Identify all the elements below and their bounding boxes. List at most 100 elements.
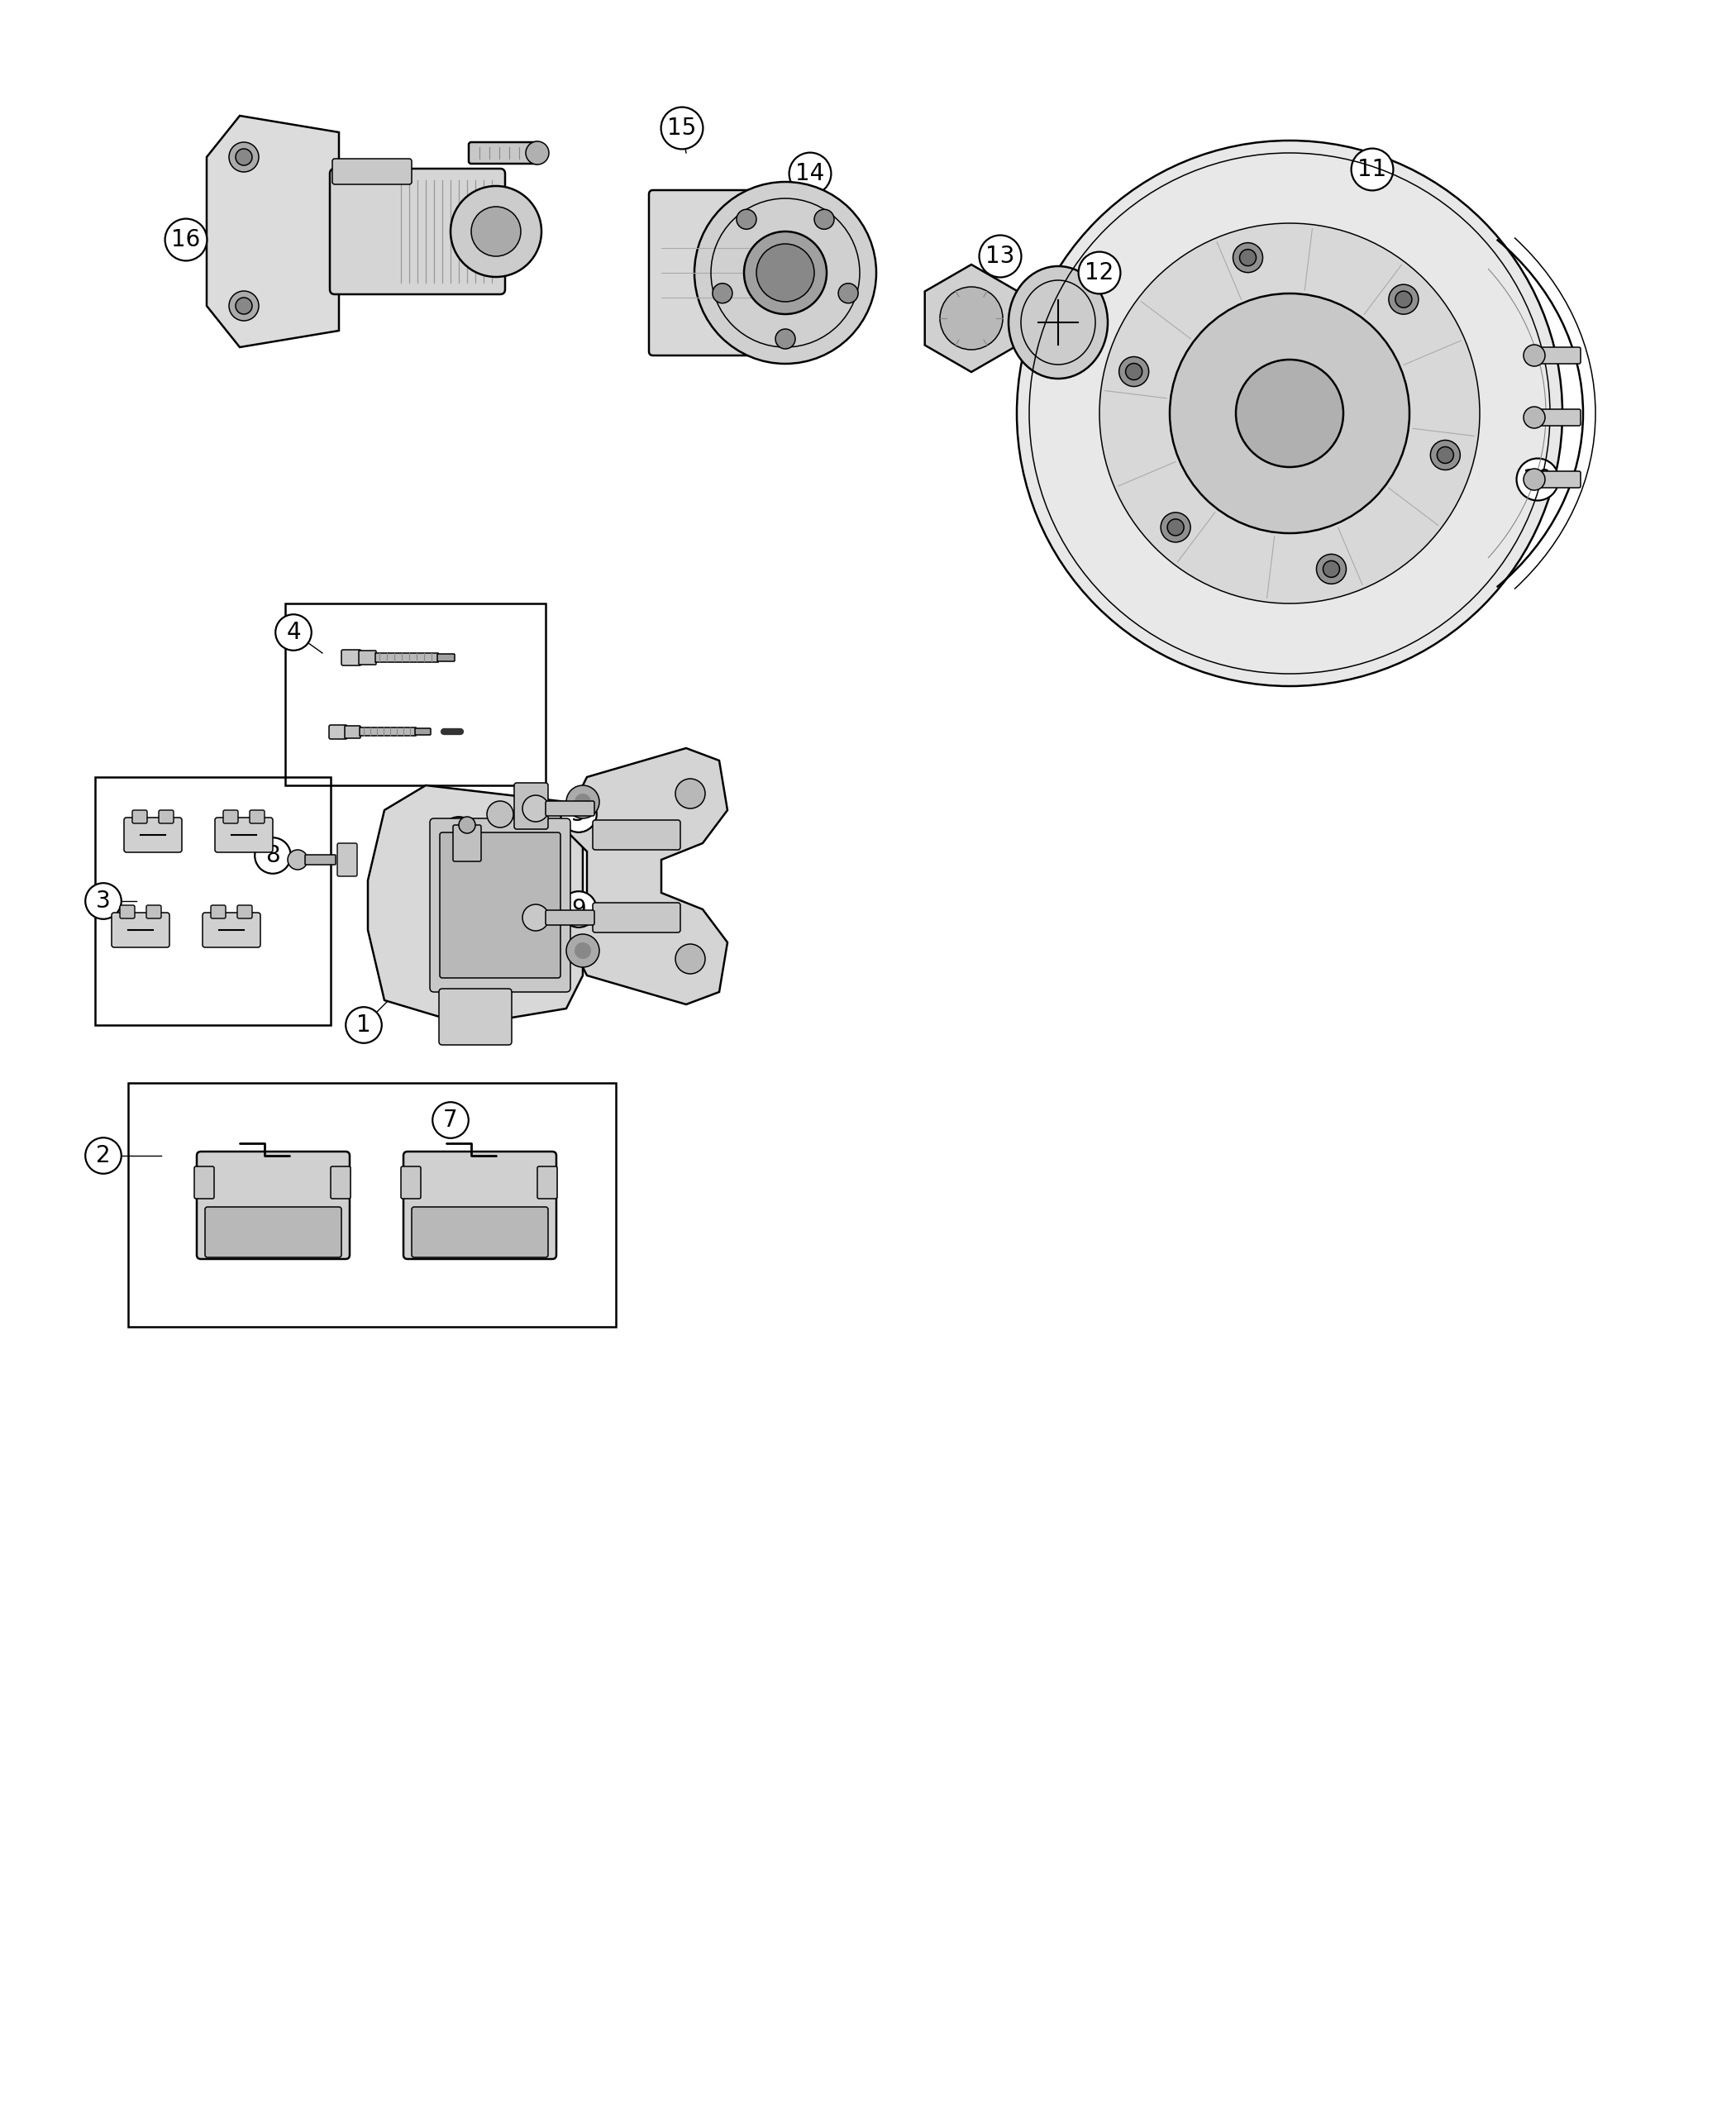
Text: 9: 9 [571,898,587,921]
Circle shape [1017,141,1562,685]
Circle shape [470,207,521,257]
Text: 4: 4 [286,622,300,643]
Text: 12: 12 [1085,261,1115,285]
FancyBboxPatch shape [238,904,252,919]
Circle shape [1170,293,1410,533]
Text: 7: 7 [443,1109,458,1132]
Circle shape [575,793,590,809]
Polygon shape [207,116,339,348]
Circle shape [814,209,833,230]
Circle shape [1437,447,1453,464]
FancyBboxPatch shape [215,818,273,852]
FancyBboxPatch shape [439,989,512,1046]
FancyBboxPatch shape [401,1166,420,1199]
Circle shape [575,942,590,959]
Circle shape [838,282,858,304]
FancyBboxPatch shape [453,824,481,862]
Circle shape [1323,561,1340,578]
FancyBboxPatch shape [592,820,681,850]
FancyBboxPatch shape [359,651,377,664]
FancyBboxPatch shape [337,843,358,877]
Circle shape [1524,407,1545,428]
FancyBboxPatch shape [469,141,540,164]
Circle shape [1099,223,1479,603]
FancyBboxPatch shape [403,1151,556,1258]
FancyBboxPatch shape [1536,472,1580,487]
Circle shape [736,209,757,230]
Circle shape [1430,441,1460,470]
Text: 10: 10 [1522,468,1552,491]
Text: 6: 6 [451,824,465,847]
Text: 1: 1 [356,1014,372,1037]
Circle shape [288,850,307,871]
Circle shape [675,778,705,809]
FancyBboxPatch shape [649,190,790,356]
FancyBboxPatch shape [120,904,135,919]
Circle shape [236,297,252,314]
Ellipse shape [1009,266,1108,379]
Polygon shape [368,786,583,1024]
FancyBboxPatch shape [203,913,260,946]
FancyBboxPatch shape [330,169,505,295]
Circle shape [939,287,1003,350]
Text: 15: 15 [667,116,696,139]
Circle shape [451,186,542,276]
Circle shape [1161,512,1191,542]
Circle shape [229,291,259,320]
Text: 8: 8 [266,843,279,866]
FancyBboxPatch shape [205,1208,342,1256]
Circle shape [1524,346,1545,367]
Text: 14: 14 [795,162,825,186]
Bar [285,603,545,786]
Circle shape [523,904,549,932]
FancyBboxPatch shape [146,904,161,919]
Polygon shape [562,748,727,1003]
Circle shape [1240,249,1257,266]
FancyBboxPatch shape [431,818,571,993]
Circle shape [526,141,549,164]
Circle shape [1167,519,1184,535]
Text: 11: 11 [1358,158,1387,181]
FancyBboxPatch shape [1536,348,1580,365]
FancyBboxPatch shape [332,158,411,183]
Bar [128,1084,616,1326]
FancyBboxPatch shape [437,653,455,662]
FancyBboxPatch shape [306,854,335,864]
FancyBboxPatch shape [342,649,361,666]
FancyBboxPatch shape [545,801,594,816]
FancyBboxPatch shape [545,911,594,925]
Circle shape [1396,291,1411,308]
FancyBboxPatch shape [210,904,226,919]
Circle shape [1524,468,1545,491]
Circle shape [486,801,514,828]
Bar [359,727,417,736]
FancyBboxPatch shape [330,725,347,740]
Circle shape [745,232,826,314]
Circle shape [694,181,877,365]
FancyBboxPatch shape [330,1166,351,1199]
Circle shape [566,934,599,968]
Circle shape [236,150,252,164]
Bar [95,778,330,1024]
Circle shape [776,329,795,348]
FancyBboxPatch shape [514,782,549,828]
Circle shape [675,944,705,974]
FancyBboxPatch shape [250,809,264,824]
Circle shape [1233,242,1262,272]
Circle shape [712,282,733,304]
FancyBboxPatch shape [345,725,361,738]
Circle shape [1236,360,1344,468]
FancyBboxPatch shape [411,1208,549,1256]
Circle shape [1125,363,1142,379]
FancyBboxPatch shape [439,833,561,978]
Text: 3: 3 [95,890,111,913]
Circle shape [523,795,549,822]
FancyBboxPatch shape [196,1151,349,1258]
FancyBboxPatch shape [224,809,238,824]
Text: 2: 2 [95,1145,111,1168]
Polygon shape [925,264,1017,371]
FancyBboxPatch shape [538,1166,557,1199]
FancyBboxPatch shape [123,818,182,852]
Circle shape [1316,554,1345,584]
FancyBboxPatch shape [132,809,148,824]
